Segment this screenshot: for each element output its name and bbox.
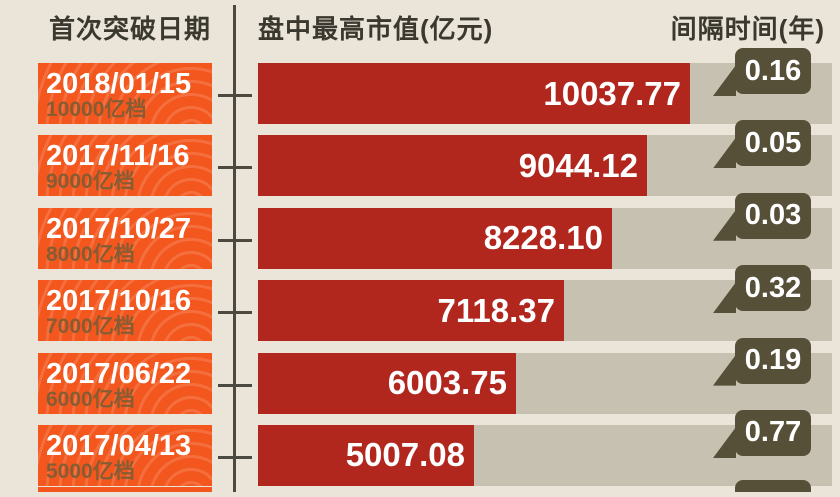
bar: 10037.77 xyxy=(258,63,690,124)
table-row: 2017/10/16 7000亿档 7118.37 0.32 xyxy=(0,265,840,342)
timeline-tick xyxy=(218,94,252,97)
bar-value: 5007.08 xyxy=(345,436,465,474)
bar: 9044.12 xyxy=(258,135,647,197)
bar-value: 7118.37 xyxy=(437,291,555,329)
bar: 5007.08 xyxy=(258,424,474,486)
table-row: 2017/06/22 6000亿档 6003.75 0.19 xyxy=(0,337,840,414)
table-row: 2017/11/16 9000亿档 9044.12 0.05 xyxy=(0,120,840,197)
bar-value: 9044.12 xyxy=(518,146,638,184)
interval-badge: 0.19 xyxy=(713,337,811,386)
breakthrough-date: 2017/04/13 xyxy=(46,429,192,462)
timeline-tick xyxy=(218,166,252,170)
tier-label: 5000亿档 xyxy=(46,459,135,483)
next-row-datebox-partial xyxy=(38,487,212,492)
bar-value: 6003.75 xyxy=(387,364,507,402)
interval-value: 0.05 xyxy=(744,126,802,159)
interval-value: 0.77 xyxy=(744,416,802,449)
interval-value: 0.19 xyxy=(744,344,802,377)
date-box: 2017/06/22 6000亿档 xyxy=(38,352,212,414)
chart-rows: 2018/01/15 10000亿档 10037.77 0.16 2017/11… xyxy=(0,48,840,497)
bar-value: 10037.77 xyxy=(543,74,681,112)
table-row: 2017/04/13 5000亿档 5007.08 0.77 xyxy=(0,409,840,486)
bar: 8228.10 xyxy=(258,207,612,269)
breakthrough-date: 2017/06/22 xyxy=(46,357,192,390)
date-box: 2018/01/15 10000亿档 xyxy=(38,63,212,124)
timeline-tick xyxy=(218,311,252,315)
interval-value: 0.16 xyxy=(744,54,802,87)
timeline-tick xyxy=(218,383,252,387)
tier-label: 6000亿档 xyxy=(46,387,135,411)
timeline-tick xyxy=(218,238,252,242)
breakthrough-date: 2018/01/15 xyxy=(46,68,192,100)
tier-label: 8000亿档 xyxy=(46,242,135,266)
interval-value: 0.32 xyxy=(744,271,802,304)
tier-label: 9000亿档 xyxy=(46,170,135,194)
bar: 7118.37 xyxy=(258,280,564,342)
date-box: 2017/04/13 5000亿档 xyxy=(38,424,212,486)
interval-badge: 0.32 xyxy=(713,265,811,314)
table-row: 2017/10/27 8000亿档 8228.10 0.03 xyxy=(0,192,840,269)
column-header-interval-years: 间隔时间(年) xyxy=(670,14,825,44)
next-row-badge-partial xyxy=(735,480,811,492)
breakthrough-date: 2017/11/16 xyxy=(46,140,190,173)
bar: 6003.75 xyxy=(258,352,516,414)
date-box: 2017/10/16 7000亿档 xyxy=(38,280,212,342)
timeline-tick xyxy=(218,455,252,459)
column-header-intraday-max-market-cap: 盘中最高市值(亿元) xyxy=(258,14,494,44)
table-row: 2018/01/15 10000亿档 10037.77 0.16 xyxy=(0,48,840,124)
breakthrough-date: 2017/10/16 xyxy=(46,285,192,318)
date-box: 2017/11/16 9000亿档 xyxy=(38,135,212,197)
interval-badge: 0.16 xyxy=(713,48,811,96)
tier-label: 10000亿档 xyxy=(46,98,147,121)
interval-value: 0.03 xyxy=(744,199,802,232)
tier-label: 7000亿档 xyxy=(46,315,135,339)
interval-badge: 0.03 xyxy=(713,192,811,241)
interval-badge: 0.05 xyxy=(713,120,811,169)
interval-badge: 0.77 xyxy=(713,409,811,458)
date-box: 2017/10/27 8000亿档 xyxy=(38,207,212,269)
breakthrough-date: 2017/10/27 xyxy=(46,212,192,245)
column-header-first-breakthrough-date: 首次突破日期 xyxy=(48,14,211,44)
timeline-axis xyxy=(233,5,236,492)
bar-value: 8228.10 xyxy=(483,219,603,257)
